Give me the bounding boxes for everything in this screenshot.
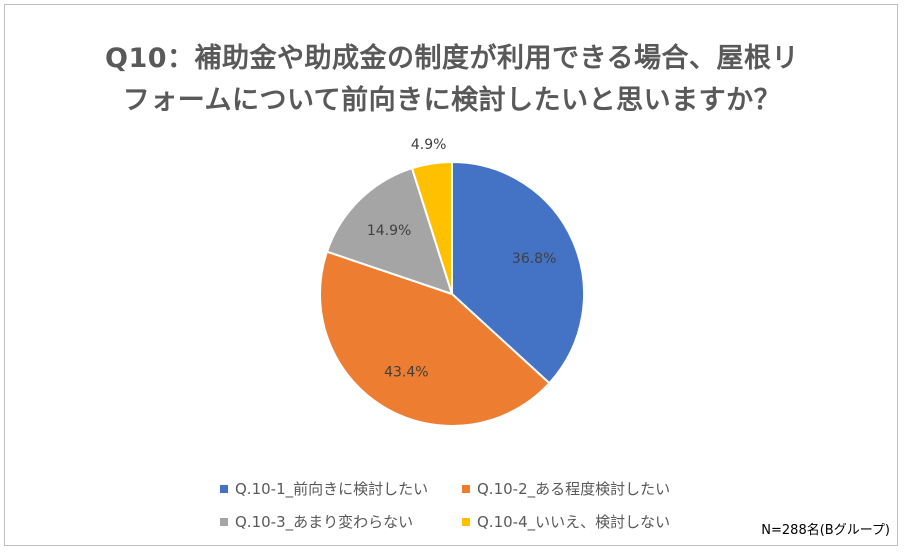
data-label-4: 4.9% xyxy=(411,137,447,153)
legend-swatch-1 xyxy=(220,484,228,493)
legend-swatch-4 xyxy=(462,517,470,526)
data-label-1: 36.8% xyxy=(512,251,556,267)
sample-size-note: N=288名(Bグループ) xyxy=(761,523,890,538)
legend-swatch-2 xyxy=(462,484,470,493)
pie-slice-2 xyxy=(319,250,551,427)
pie-slice-1 xyxy=(451,160,585,385)
pie-slice-4 xyxy=(410,160,453,295)
legend-item-4: Q.10-4_いいえ、検討しない xyxy=(462,511,670,532)
chart-title-line1: Q10：補助金や助成金の制度が利用できる場合、屋根リ xyxy=(105,43,799,74)
legend-label-3: Q.10-3_あまり変わらない xyxy=(235,513,414,531)
data-label-2: 43.4% xyxy=(384,364,428,380)
legend-item-1: Q.10-1_前向きに検討したい xyxy=(220,478,428,499)
legend-label-4: Q.10-4_いいえ、検討しない xyxy=(477,513,671,531)
legend-item-3: Q.10-3_あまり変わらない xyxy=(220,511,413,532)
legend-item-2: Q.10-2_ある程度検討したい xyxy=(462,478,670,499)
pie-slice-3 xyxy=(325,166,454,296)
legend-label-1: Q.10-1_前向きに検討したい xyxy=(235,480,429,498)
data-label-3: 14.9% xyxy=(367,223,411,239)
legend-swatch-3 xyxy=(220,517,228,526)
chart-title-line2: フォームについて前向きに検討したいと思いますか？ xyxy=(122,85,782,116)
legend-label-2: Q.10-2_ある程度検討したい xyxy=(477,480,671,498)
